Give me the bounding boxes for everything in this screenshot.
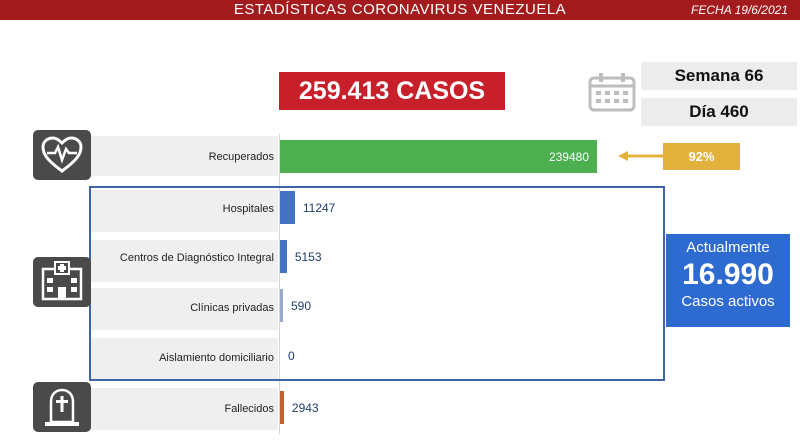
row-background-deaths [90,388,278,430]
bar [280,140,597,173]
data-label: 2943 [291,401,319,415]
tick-label: Clínicas privadas [190,302,274,314]
tick-label: Aislamiento domiciliario [159,352,274,364]
arrow-left-icon [618,151,664,161]
bar [280,391,284,424]
day-number: Día 460 [641,98,797,126]
tick-label: Hospitales [222,203,274,215]
data-label: 239480 [548,150,589,164]
gravestone-icon [33,382,91,432]
week-number: Semana 66 [641,62,797,90]
bar [280,191,295,224]
row-background-cdi [90,240,278,282]
row-background-recovered [90,136,278,176]
data-label: 0 [288,349,295,363]
row-background-hospitals [90,190,278,232]
header-bar [0,0,800,20]
tick-label: Centros de Diagnóstico Integral [119,252,274,264]
tick-label: Fallecidos [224,403,274,415]
row-background-home-isolation [90,338,278,380]
care-locations-outline [89,186,665,381]
bar [280,240,287,273]
axis-line [279,134,280,434]
active-caption: Casos activos [681,293,775,310]
recovered-percentage: 92% [663,143,740,170]
row-background-private-clinics [90,288,278,330]
active-count: 16.990 [682,258,774,291]
data-label: 5153 [294,250,322,264]
calendar-icon [588,73,636,112]
total-cases: 259.413 CASOS [279,72,505,110]
data-label: 590 [291,299,312,313]
report-date: FECHA 19/6/2021 [691,3,788,17]
active-cases-panel: Actualmente 16.990 Casos activos [666,234,790,327]
data-label: 11247 [302,201,336,215]
hospital-building-icon [33,257,91,307]
bar [280,289,283,322]
heart-monitor-icon [33,130,91,180]
tick-label: Recuperados [208,151,274,163]
page-title: ESTADÍSTICAS CORONAVIRUS VENEZUELA [233,1,567,18]
active-label: Actualmente [686,239,770,256]
